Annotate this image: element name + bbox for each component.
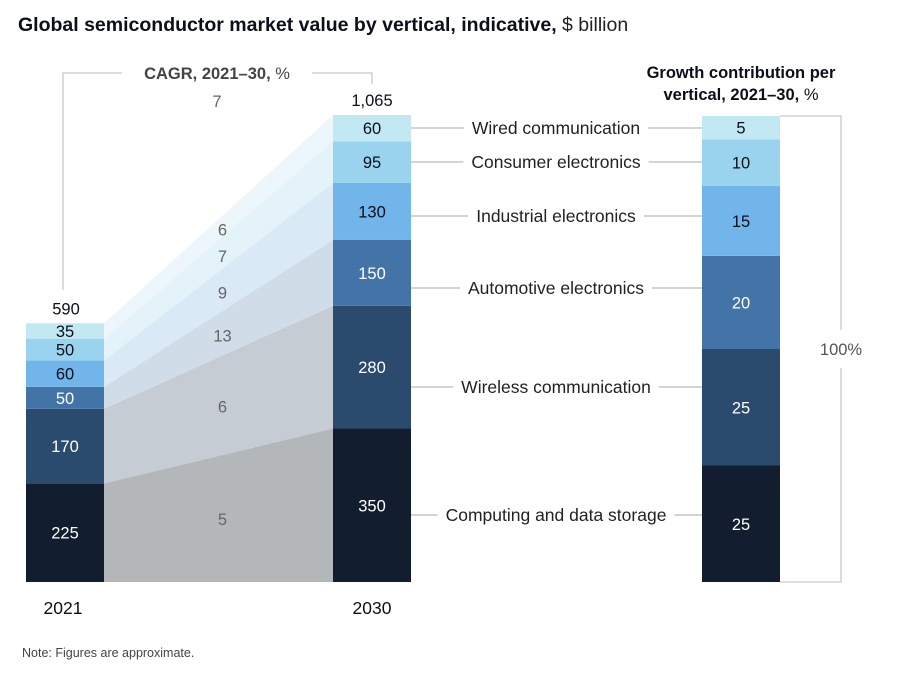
chart-title-unit: $ billion [562,14,629,36]
contribution-label-wireless-communication: 25 [732,399,750,417]
bar-2030-consumer-electronics [333,141,411,183]
label-2030-computing-and-data-storage: 350 [358,497,386,515]
bar-2030-computing-and-data-storage [333,428,411,582]
contribution-title-line1: Growth contribution per [647,64,836,82]
year-label-2021: 2021 [44,598,83,618]
cagr-header-unit: % [275,65,290,83]
bar-2030-wired-communication [333,114,411,142]
bar-2030-wireless-communication [333,305,411,429]
bar-2021-industrial-electronics [26,360,104,387]
contribution-total: 100% [820,341,863,359]
cagr-overall: 7 [212,93,221,111]
label-2021-wired-communication: 35 [56,323,74,341]
cagr-header: CAGR, 2021–30, % [144,65,290,83]
band-wired-communication [104,114,333,339]
bar-2021-wireless-communication [26,408,104,484]
contribution-label-computing-and-data-storage: 25 [732,516,750,534]
label-2030-wireless-communication: 280 [358,359,386,377]
label-2030-consumer-electronics: 95 [363,154,381,172]
bar-2021-computing-and-data-storage [26,483,104,582]
band-computing-and-data-storage [104,428,333,582]
band-consumer-electronics [104,141,333,361]
vertical-label-industrial-electronics: Industrial electronics [476,206,636,226]
contribution-bracket [780,115,842,583]
vertical-label-wireless-communication: Wireless communication [461,377,651,397]
chart-title: Global semiconductor market value by ver… [18,14,628,37]
contribution-title-text: vertical, 2021–30, [663,86,803,104]
vertical-label-computing-and-data-storage: Computing and data storage [446,505,667,525]
band-automotive-electronics [104,239,333,409]
band-wireless-communication [104,305,333,484]
contribution-bar-wired-communication [702,116,780,140]
contribution-label-automotive-electronics: 20 [732,294,750,312]
cagr-wired-communication: 6 [218,222,227,240]
contribution-bar-industrial-electronics [702,185,780,256]
label-2021-automotive-electronics: 50 [56,390,74,408]
chart-title-main: Global semiconductor market value by ver… [18,14,557,36]
label-2030-automotive-electronics: 150 [358,265,386,283]
label-2021-wireless-communication: 170 [51,438,79,456]
contribution-label-wired-communication: 5 [736,120,745,138]
contribution-bar-wireless-communication [702,349,780,466]
cagr-consumer-electronics: 7 [218,248,227,266]
contribution-label-industrial-electronics: 15 [732,213,750,231]
contribution-title-unit: % [804,86,819,104]
label-2021-computing-and-data-storage: 225 [51,525,79,543]
vertical-label-consumer-electronics: Consumer electronics [471,152,640,172]
label-2030-wired-communication: 60 [363,120,381,138]
cagr-wireless-communication: 6 [218,399,227,417]
vertical-label-wired-communication: Wired communication [472,118,640,138]
cagr-header-label: CAGR, 2021–30, [144,65,275,83]
bar-2021-consumer-electronics [26,338,104,361]
label-2021-consumer-electronics: 50 [56,342,74,360]
total-2021: 590 [52,300,80,318]
contribution-title-line2: vertical, 2021–30, % [663,86,818,104]
contribution-label-consumer-electronics: 10 [732,155,750,173]
contribution-bar-consumer-electronics [702,139,780,186]
footnote: Note: Figures are approximate. [22,646,195,660]
year-label-2030: 2030 [353,598,392,618]
cagr-industrial-electronics: 9 [218,285,227,303]
bar-2030-automotive-electronics [333,239,411,306]
label-2021-industrial-electronics: 60 [56,366,74,384]
contribution-bar-automotive-electronics [702,255,780,349]
total-2030: 1,065 [351,92,392,110]
contribution-bar-computing-and-data-storage [702,465,780,582]
cagr-bracket [62,72,373,290]
cagr-automotive-electronics: 13 [213,327,231,345]
bar-2021-automotive-electronics [26,386,104,409]
label-2030-industrial-electronics: 130 [358,203,386,221]
bar-2030-industrial-electronics [333,182,411,240]
band-industrial-electronics [104,182,333,387]
bar-2021-wired-communication [26,323,104,339]
cagr-computing-and-data-storage: 5 [218,511,227,529]
vertical-label-automotive-electronics: Automotive electronics [468,278,644,298]
